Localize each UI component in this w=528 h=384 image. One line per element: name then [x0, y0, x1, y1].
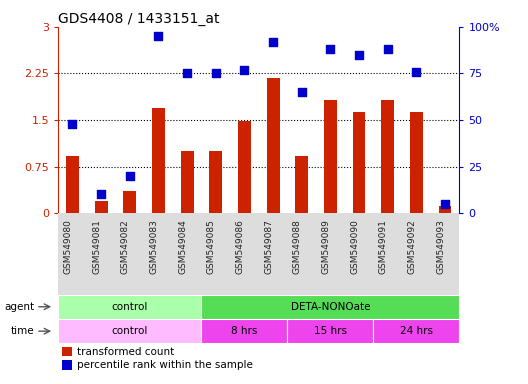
Text: control: control: [111, 326, 148, 336]
Text: GSM549088: GSM549088: [293, 220, 301, 275]
Text: GSM549080: GSM549080: [63, 220, 72, 275]
Text: GSM549089: GSM549089: [322, 220, 331, 275]
Bar: [201, 295, 459, 319]
Point: [212, 70, 220, 76]
Bar: [381, 100, 394, 213]
Bar: [201, 319, 287, 343]
Text: GSM549092: GSM549092: [408, 220, 417, 274]
Point: [154, 33, 163, 39]
Bar: [410, 112, 423, 213]
Text: percentile rank within the sample: percentile rank within the sample: [77, 360, 253, 370]
Text: agent: agent: [4, 302, 34, 312]
Text: GSM549085: GSM549085: [207, 220, 216, 275]
Point: [183, 70, 191, 76]
Bar: [58, 295, 201, 319]
Text: GSM549081: GSM549081: [92, 220, 101, 275]
Text: GDS4408 / 1433151_at: GDS4408 / 1433151_at: [58, 12, 220, 26]
Bar: [95, 201, 108, 213]
Bar: [181, 151, 193, 213]
Text: control: control: [111, 302, 148, 312]
Text: GSM549087: GSM549087: [264, 220, 273, 275]
Point: [97, 191, 105, 197]
Point: [126, 173, 134, 179]
Point: [441, 201, 449, 207]
Text: 15 hrs: 15 hrs: [314, 326, 347, 336]
Bar: [324, 100, 337, 213]
Bar: [238, 121, 251, 213]
Bar: [209, 151, 222, 213]
Text: GSM549083: GSM549083: [149, 220, 158, 275]
Text: GSM549090: GSM549090: [350, 220, 359, 275]
Bar: [267, 78, 279, 213]
Point: [297, 89, 306, 95]
Point: [269, 39, 277, 45]
Bar: [62, 360, 72, 369]
Text: time: time: [11, 326, 34, 336]
Bar: [152, 108, 165, 213]
Bar: [66, 156, 79, 213]
Text: transformed count: transformed count: [77, 346, 175, 356]
Point: [240, 67, 249, 73]
Bar: [287, 319, 373, 343]
Bar: [439, 205, 451, 213]
Point: [326, 46, 335, 52]
Bar: [295, 156, 308, 213]
Text: 8 hrs: 8 hrs: [231, 326, 258, 336]
Text: GSM549082: GSM549082: [121, 220, 130, 274]
Text: DETA-NONOate: DETA-NONOate: [290, 302, 370, 312]
Bar: [124, 191, 136, 213]
Bar: [353, 112, 365, 213]
Text: GSM549084: GSM549084: [178, 220, 187, 274]
Point: [355, 52, 363, 58]
Text: GSM549091: GSM549091: [379, 220, 388, 275]
Point: [68, 121, 77, 127]
Text: 24 hrs: 24 hrs: [400, 326, 433, 336]
Bar: [62, 347, 72, 356]
Bar: [373, 319, 459, 343]
Bar: [58, 319, 201, 343]
Point: [412, 68, 421, 74]
Text: GSM549093: GSM549093: [436, 220, 445, 275]
Text: GSM549086: GSM549086: [235, 220, 244, 275]
Point: [383, 46, 392, 52]
